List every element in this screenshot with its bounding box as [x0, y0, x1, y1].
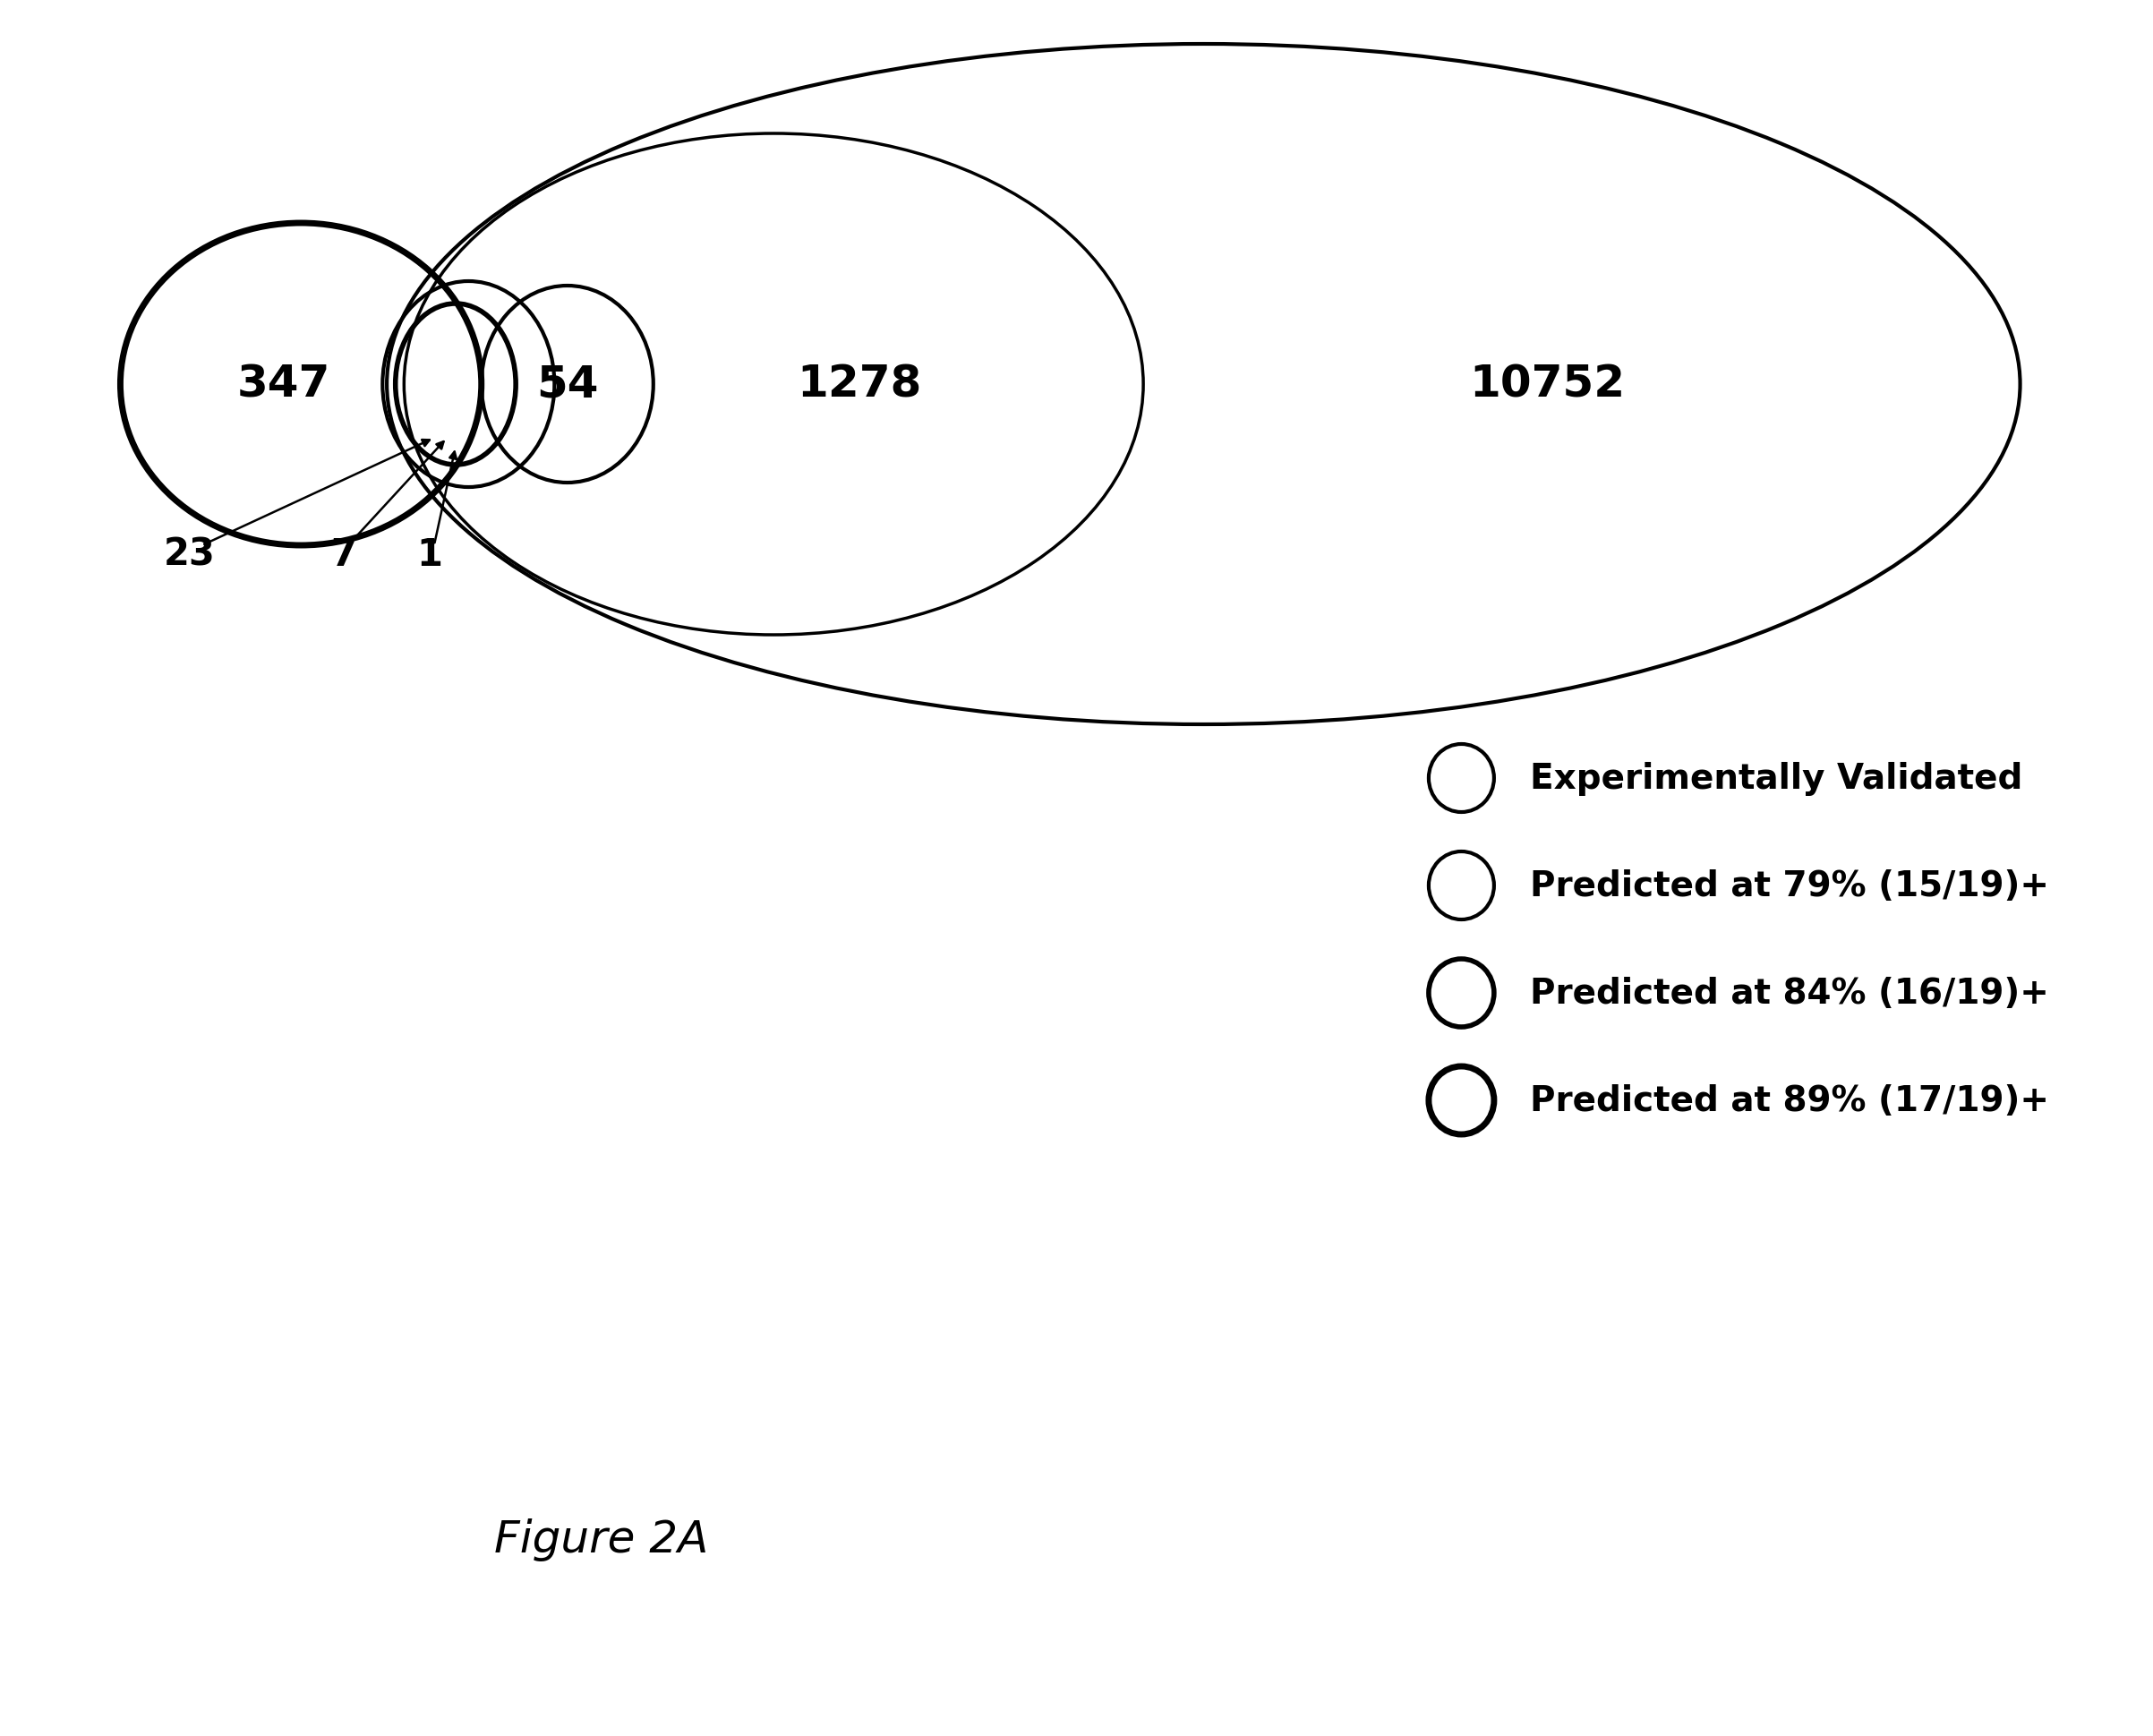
Text: Figure 2A: Figure 2A: [495, 1517, 708, 1561]
Text: 10752: 10752: [1468, 363, 1626, 406]
Text: 1278: 1278: [797, 363, 921, 406]
Text: 7: 7: [332, 536, 357, 573]
Text: Predicted at 89% (17/19)+: Predicted at 89% (17/19)+: [1531, 1083, 2050, 1118]
Text: 23: 23: [164, 536, 215, 573]
Text: 54: 54: [536, 363, 599, 406]
Text: Predicted at 79% (15/19)+: Predicted at 79% (15/19)+: [1531, 870, 2050, 903]
Text: Experimentally Validated: Experimentally Validated: [1531, 762, 2024, 795]
Text: 1: 1: [418, 536, 444, 573]
Text: 347: 347: [237, 363, 329, 406]
Text: Predicted at 84% (16/19)+: Predicted at 84% (16/19)+: [1531, 976, 2050, 1010]
